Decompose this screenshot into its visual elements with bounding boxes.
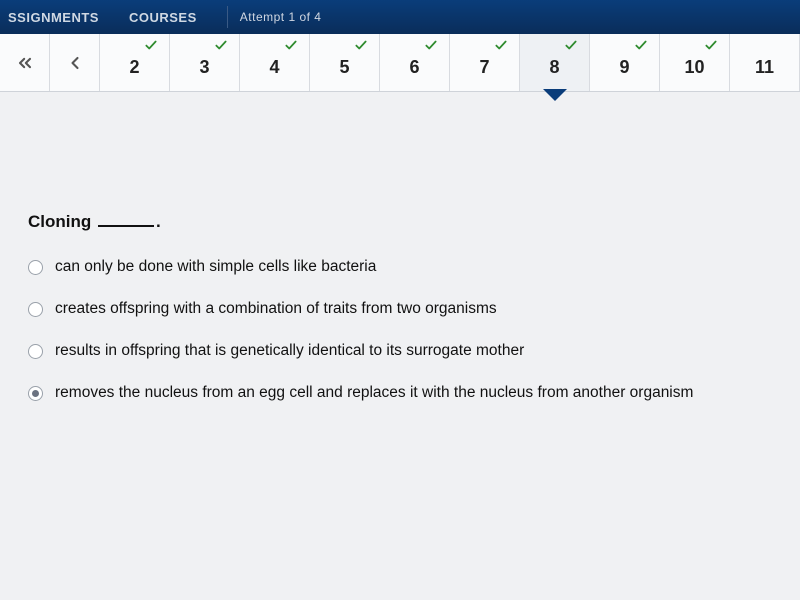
check-icon — [143, 38, 159, 57]
question-nav-item-11[interactable]: 11 — [730, 34, 800, 91]
answer-option-1[interactable]: creates offspring with a combination of … — [28, 300, 772, 318]
question-nav-number: 8 — [549, 57, 559, 78]
question-nav-item-6[interactable]: 6 — [380, 34, 450, 91]
check-icon — [423, 38, 439, 57]
question-nav-number: 4 — [269, 57, 279, 78]
radio-icon[interactable] — [28, 302, 43, 317]
option-text: creates offspring with a combination of … — [55, 300, 497, 318]
question-nav-item-4[interactable]: 4 — [240, 34, 310, 91]
check-icon — [633, 38, 649, 57]
check-icon — [213, 38, 229, 57]
nav-first-button[interactable] — [0, 34, 50, 91]
check-icon — [353, 38, 369, 57]
question-nav-item-2[interactable]: 2 — [100, 34, 170, 91]
question-nav-item-3[interactable]: 3 — [170, 34, 240, 91]
answer-option-3[interactable]: removes the nucleus from an egg cell and… — [28, 384, 772, 402]
answer-options: can only be done with simple cells like … — [28, 258, 772, 402]
radio-icon[interactable] — [28, 260, 43, 275]
question-nav-number: 9 — [619, 57, 629, 78]
check-icon — [703, 38, 719, 57]
divider — [227, 6, 228, 28]
question-stem: Cloning . — [28, 212, 772, 232]
option-text: can only be done with simple cells like … — [55, 258, 376, 276]
option-text: results in offspring that is genetically… — [55, 342, 524, 360]
nav-tab-courses[interactable]: COURSES — [129, 10, 197, 25]
check-icon — [493, 38, 509, 57]
question-nav: 2 3 4 5 6 7 8 9 10 11 — [0, 34, 800, 92]
question-nav-number: 3 — [199, 57, 209, 78]
stem-before: Cloning — [28, 212, 96, 231]
question-nav-item-5[interactable]: 5 — [310, 34, 380, 91]
question-nav-number: 6 — [409, 57, 419, 78]
question-nav-number: 10 — [684, 57, 704, 78]
question-nav-number: 2 — [129, 57, 139, 78]
answer-option-0[interactable]: can only be done with simple cells like … — [28, 258, 772, 276]
question-nav-number: 7 — [479, 57, 489, 78]
question-nav-item-8[interactable]: 8 — [520, 34, 590, 91]
question-nav-number: 5 — [339, 57, 349, 78]
attempt-indicator: Attempt 1 of 4 — [240, 10, 322, 24]
check-icon — [283, 38, 299, 57]
question-nav-item-9[interactable]: 9 — [590, 34, 660, 91]
nav-tab-assignments[interactable]: SSIGNMENTS — [8, 10, 99, 25]
option-text: removes the nucleus from an egg cell and… — [55, 384, 693, 402]
question-nav-item-7[interactable]: 7 — [450, 34, 520, 91]
nav-prev-button[interactable] — [50, 34, 100, 91]
question-nav-item-10[interactable]: 10 — [660, 34, 730, 91]
question-nav-items: 2 3 4 5 6 7 8 9 10 11 — [100, 34, 800, 91]
blank — [98, 225, 154, 227]
check-icon — [563, 38, 579, 57]
stem-after: . — [156, 212, 161, 231]
top-bar: SSIGNMENTS COURSES Attempt 1 of 4 — [0, 0, 800, 34]
current-caret-icon — [543, 89, 567, 101]
radio-icon[interactable] — [28, 344, 43, 359]
radio-icon[interactable] — [28, 386, 43, 401]
question-content: Cloning . can only be done with simple c… — [0, 92, 800, 600]
question-nav-number: 11 — [755, 57, 774, 78]
answer-option-2[interactable]: results in offspring that is genetically… — [28, 342, 772, 360]
